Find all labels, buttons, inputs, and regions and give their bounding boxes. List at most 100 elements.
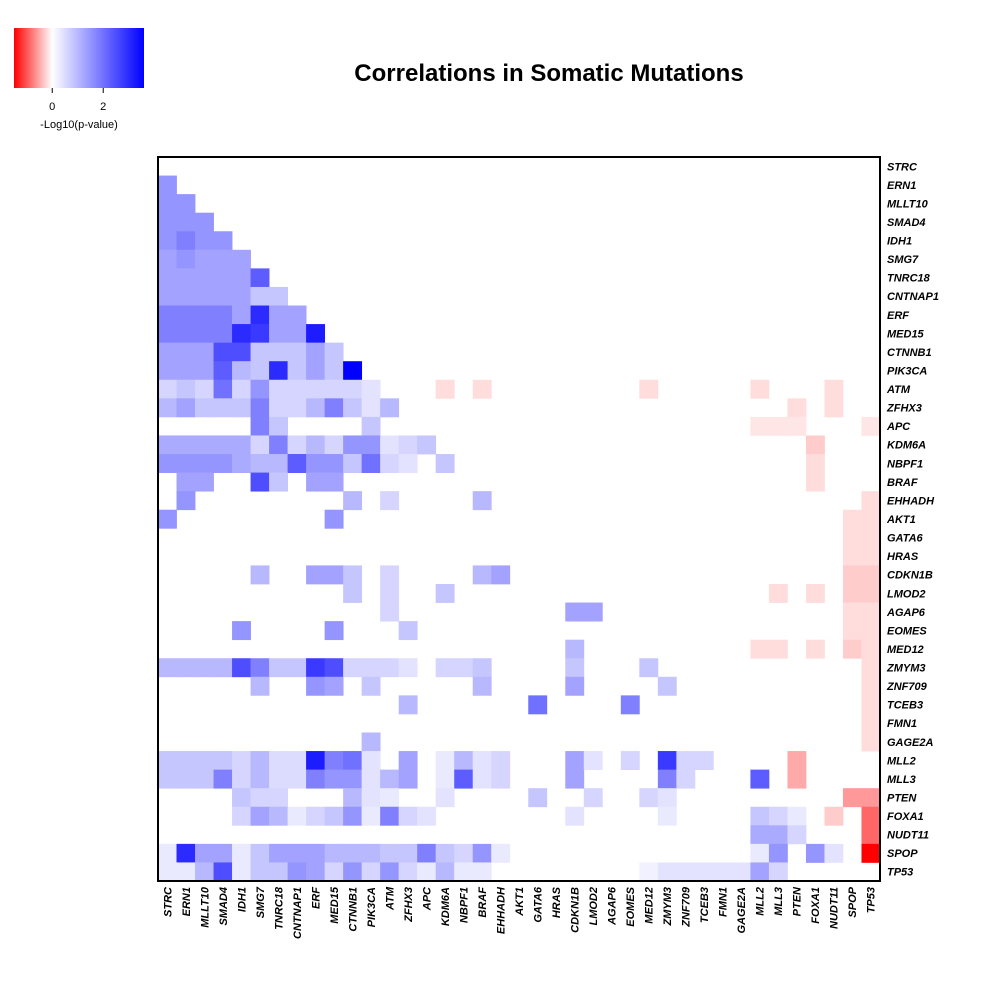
heatmap-cell <box>158 249 177 269</box>
heatmap-cell <box>380 658 400 678</box>
heatmap-cell <box>269 361 288 381</box>
heatmap-cell <box>861 546 881 566</box>
heatmap-cell <box>176 491 196 511</box>
heatmap-cell <box>195 769 214 789</box>
heatmap-cell <box>435 862 455 882</box>
heatmap-cell <box>176 398 196 418</box>
heatmap-cell <box>861 639 881 659</box>
heatmap-cell <box>750 843 770 863</box>
row-label: PIK3CA <box>887 365 927 377</box>
heatmap-cell <box>176 212 196 232</box>
heatmap-cell <box>306 435 326 455</box>
heatmap-cell <box>306 751 326 771</box>
heatmap-cell <box>657 676 677 696</box>
heatmap-cell <box>176 231 196 251</box>
heatmap-cell <box>361 732 381 752</box>
heatmap-cell <box>787 398 807 418</box>
heatmap-cell <box>158 862 177 882</box>
heatmap-cell <box>158 398 177 418</box>
heatmap-cell <box>176 249 196 269</box>
heatmap-cell <box>454 769 474 789</box>
heatmap-cell <box>287 361 307 381</box>
heatmap-cell <box>250 472 270 492</box>
heatmap-cell <box>232 751 251 771</box>
heatmap-cell <box>250 658 270 678</box>
heatmap-cell <box>491 565 511 585</box>
heatmap-cell <box>269 843 288 863</box>
heatmap-cell <box>213 361 233 381</box>
heatmap-cell <box>232 286 251 306</box>
row-label: KDM6A <box>887 440 926 452</box>
heatmap-cell <box>213 843 233 863</box>
row-label: MED15 <box>887 328 925 340</box>
row-label: GATA6 <box>887 533 924 545</box>
column-label: EHHADH <box>495 886 507 934</box>
heatmap-cell <box>176 305 196 325</box>
column-label: ZMYM3 <box>662 887 674 927</box>
heatmap-cell <box>639 379 659 399</box>
heatmap-cell <box>768 825 788 845</box>
row-label: ZNF709 <box>886 681 928 693</box>
heatmap-cell <box>176 769 196 789</box>
heatmap-cell <box>343 751 363 771</box>
heatmap-cell <box>805 454 825 473</box>
column-label: SPOP <box>847 886 859 917</box>
heatmap-cell <box>583 602 603 622</box>
heatmap-cell <box>213 658 233 678</box>
heatmap-cell <box>768 583 788 603</box>
heatmap-cell <box>213 751 233 771</box>
heatmap-cell <box>435 379 455 399</box>
heatmap-cell <box>250 324 270 344</box>
heatmap-cell <box>472 565 492 585</box>
heatmap-cell <box>324 806 344 826</box>
row-label: TP53 <box>887 867 913 879</box>
heatmap-cell <box>195 862 214 882</box>
column-label: KDM6A <box>440 887 452 926</box>
heatmap-cell <box>195 843 214 863</box>
heatmap-cell <box>861 565 881 585</box>
column-label: CNTNAP1 <box>292 887 304 939</box>
heatmap-cell <box>676 769 696 789</box>
heatmap-cell <box>287 769 307 789</box>
heatmap-cell <box>842 788 862 808</box>
heatmap-cell <box>750 639 770 659</box>
heatmap-cell <box>380 435 400 455</box>
row-label: ERF <box>887 310 909 322</box>
column-label: AGAP6 <box>607 886 619 926</box>
heatmap-cell <box>269 342 288 362</box>
heatmap-cell <box>805 435 825 455</box>
heatmap-cell <box>454 843 474 863</box>
heatmap-cell <box>195 361 214 381</box>
heatmap-cell <box>435 843 455 863</box>
heatmap-cell <box>158 454 177 473</box>
heatmap-cell <box>232 621 251 641</box>
heatmap-cell <box>287 379 307 399</box>
heatmap-cell <box>176 361 196 381</box>
heatmap-cell <box>195 324 214 344</box>
heatmap-cell <box>158 769 177 789</box>
heatmap-cell <box>306 862 326 882</box>
heatmap-cell <box>158 212 177 232</box>
heatmap-cell <box>250 676 270 696</box>
heatmap-cell <box>639 788 659 808</box>
heatmap-cell <box>306 398 326 418</box>
row-labels: STRC ERN1 MLLT10 SMAD4 IDH1 SMG7 TNRC18 CNTNAP1… <box>886 161 939 878</box>
heatmap-cell <box>269 286 288 306</box>
heatmap-cell <box>250 751 270 771</box>
heatmap-cell <box>195 286 214 306</box>
column-label: EOMES <box>625 886 637 926</box>
heatmap-cell <box>361 676 381 696</box>
heatmap-cell <box>232 305 251 325</box>
heatmap-cell <box>361 398 381 418</box>
heatmap-cell <box>176 862 196 882</box>
row-label: SMG7 <box>887 254 919 266</box>
column-label: SMG7 <box>255 886 267 918</box>
column-label: STRC <box>162 886 174 917</box>
heatmap-cell <box>232 788 251 808</box>
heatmap-cell <box>491 751 511 771</box>
heatmap-cell <box>694 862 714 882</box>
heatmap-cell <box>787 416 807 436</box>
row-label: IDH1 <box>887 236 912 248</box>
heatmap-cell <box>324 621 344 641</box>
